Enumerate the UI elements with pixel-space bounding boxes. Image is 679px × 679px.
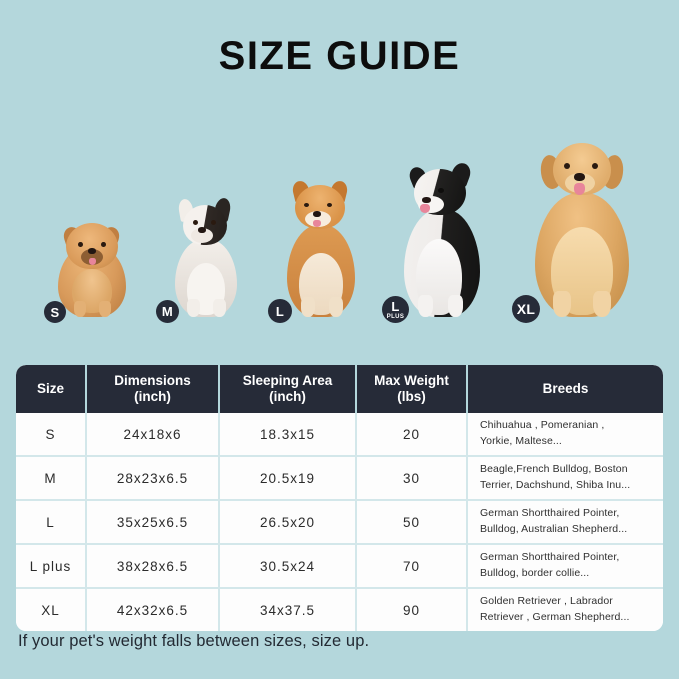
cell-breeds: Chihuahua , Pomeranian , Yorkie, Maltese…: [468, 413, 663, 455]
border-collie-illustration: [390, 151, 494, 317]
cell-breeds-line1: Chihuahua , Pomeranian ,: [480, 419, 605, 432]
cell-sleeping-area: 30.5x24: [220, 545, 357, 587]
size-chart-table: Size Dimensions (inch) Sleeping Area (in…: [16, 365, 663, 631]
cell-max-weight: 30: [357, 457, 468, 499]
column-header-breeds-line1: Breeds: [542, 381, 589, 397]
cell-breeds-line2: Terrier, Dachshund, Shiba Inu...: [480, 479, 631, 491]
cell-max-weight: 90: [357, 589, 468, 631]
cell-sleeping-area: 34x37.5: [220, 589, 357, 631]
cell-max-weight: 50: [357, 501, 468, 543]
cell-dimensions: 38x28x6.5: [87, 545, 220, 587]
cell-breeds-line1: German Shortthaired Pointer,: [480, 507, 620, 520]
cell-dimensions: 28x23x6.5: [87, 457, 220, 499]
size-badge-s-label: S: [50, 304, 60, 320]
column-header-sleeping-area-line2: (inch): [269, 389, 306, 404]
cell-dimensions: 24x18x6: [87, 413, 220, 455]
cell-breeds-line1: Golden Retriever , Labrador: [480, 595, 613, 608]
sizing-note: If your pet's weight falls between sizes…: [18, 632, 370, 650]
column-header-dimensions-line1: Dimensions: [114, 373, 191, 389]
table-row: L 35x25x6.5 26.5x20 50 German Shortthair…: [16, 501, 663, 545]
column-header-sleeping-area-line1: Sleeping Area: [242, 373, 333, 389]
column-header-max-weight: Max Weight (lbs): [357, 365, 468, 413]
dog-figure-xl: XL: [512, 133, 652, 323]
page-title: SIZE GUIDE: [218, 34, 461, 78]
table-header-row: Size Dimensions (inch) Sleeping Area (in…: [16, 365, 663, 413]
cell-size: S: [16, 413, 87, 455]
cell-breeds-line2: Bulldog, border collie...: [480, 567, 590, 579]
size-badge-l-plus: L PLUS: [382, 296, 409, 323]
column-header-size-line1: Size: [36, 381, 64, 397]
column-header-dimensions-line2: (inch): [134, 389, 171, 404]
size-badge-s: S: [44, 301, 66, 323]
column-header-dimensions: Dimensions (inch): [87, 365, 220, 413]
cell-max-weight: 20: [357, 413, 468, 455]
size-badge-m: M: [156, 300, 179, 323]
size-badge-l: L: [268, 299, 292, 323]
size-badge-l-plus-sublabel: PLUS: [386, 313, 405, 320]
dog-figure-l: L: [268, 171, 374, 323]
cell-size: L: [16, 501, 87, 543]
cell-dimensions: 42x32x6.5: [87, 589, 220, 631]
column-header-size: Size: [16, 365, 87, 413]
column-header-max-weight-line1: Max Weight: [374, 373, 449, 389]
golden-retriever-illustration: [519, 133, 645, 317]
column-header-sleeping-area: Sleeping Area (inch): [220, 365, 357, 413]
table-row: S 24x18x6 18.3x15 20 Chihuahua , Pomeran…: [16, 413, 663, 457]
dog-figure-l-plus: L PLUS: [382, 151, 502, 323]
cell-sleeping-area: 20.5x19: [220, 457, 357, 499]
shiba-inu-illustration: [275, 171, 367, 317]
dog-figure-s: S: [44, 213, 140, 323]
table-row: XL 42x32x6.5 34x37.5 90 Golden Retriever…: [16, 589, 663, 631]
cell-size: L plus: [16, 545, 87, 587]
french-bulldog-illustration: [163, 193, 249, 317]
size-badge-m-label: M: [161, 304, 174, 319]
size-badge-l-plus-label: L: [391, 298, 400, 314]
pomeranian-illustration: [50, 213, 134, 317]
cell-sleeping-area: 18.3x15: [220, 413, 357, 455]
cell-breeds: Golden Retriever , Labrador Retriever , …: [468, 589, 663, 631]
cell-size: M: [16, 457, 87, 499]
size-badge-l-label: L: [275, 303, 285, 319]
table-row: M 28x23x6.5 20.5x19 30 Beagle,French Bul…: [16, 457, 663, 501]
cell-size: XL: [16, 589, 87, 631]
cell-breeds: German Shortthaired Pointer, Bulldog, Au…: [468, 501, 663, 543]
size-badge-xl: XL: [512, 295, 540, 323]
cell-sleeping-area: 26.5x20: [220, 501, 357, 543]
cell-breeds-line2: Bulldog, Australian Shepherd...: [480, 523, 628, 535]
cell-breeds-line1: Beagle,French Bulldog, Boston: [480, 463, 628, 476]
column-header-breeds: Breeds: [468, 365, 663, 413]
dog-figure-m: M: [156, 193, 256, 323]
table-row: L plus 38x28x6.5 30.5x24 70 German Short…: [16, 545, 663, 589]
cell-dimensions: 35x25x6.5: [87, 501, 220, 543]
cell-breeds-line1: German Shortthaired Pointer,: [480, 551, 620, 564]
dog-size-illustrations: S M: [16, 128, 663, 323]
cell-breeds-line2: Yorkie, Maltese...: [480, 435, 562, 447]
cell-breeds: Beagle,French Bulldog, Boston Terrier, D…: [468, 457, 663, 499]
column-header-max-weight-line2: (lbs): [397, 389, 426, 404]
cell-max-weight: 70: [357, 545, 468, 587]
cell-breeds: German Shortthaired Pointer, Bulldog, bo…: [468, 545, 663, 587]
cell-breeds-line2: Retriever , German Shepherd...: [480, 611, 630, 623]
size-badge-xl-label: XL: [516, 301, 536, 317]
